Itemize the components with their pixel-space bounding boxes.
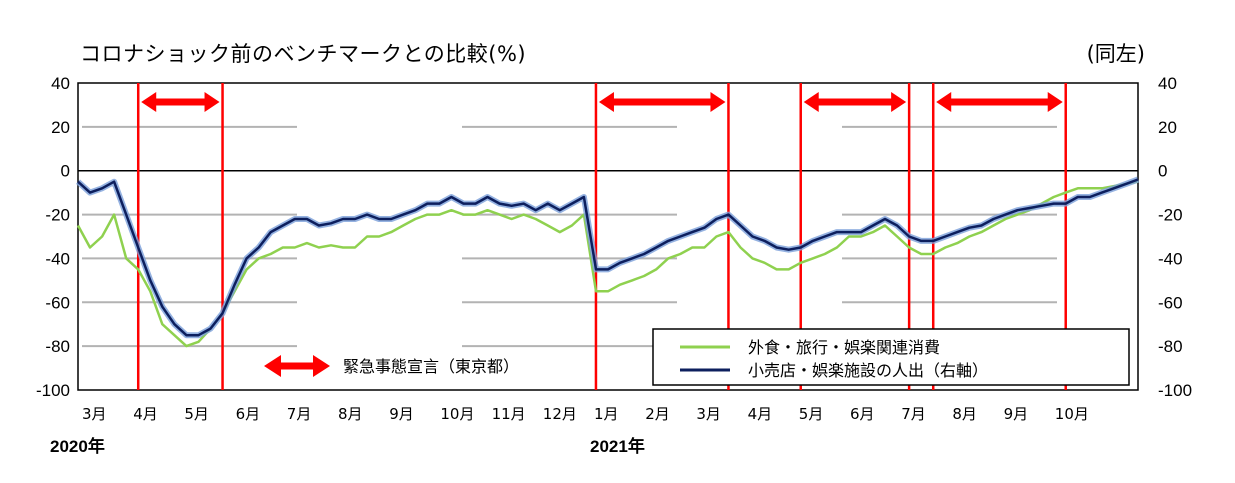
year-label: 2020年 — [50, 436, 105, 456]
emergency-arrow-head — [891, 92, 907, 112]
x-tick-label: 9月 — [389, 405, 414, 423]
emergency-arrow-head — [710, 92, 726, 112]
legend-emergency-label: 緊急事態宣言（東京都） — [343, 357, 519, 376]
plot-frame — [77, 82, 1139, 391]
x-tick-label: 9月 — [1004, 405, 1029, 423]
y-tick-label-left: -100 — [36, 381, 70, 400]
legend-label-retail: 小売店・娯楽施設の人出（右軸） — [748, 361, 988, 380]
x-tick-label: 10月 — [440, 405, 474, 423]
y-tick-label-left: -20 — [45, 206, 70, 225]
y-tick-label-left: 40 — [51, 74, 70, 93]
legend-label-food-travel: 外食・旅行・娯楽関連消費 — [748, 338, 940, 357]
x-tick-label: 7月 — [901, 405, 926, 423]
emergency-arrow-head — [803, 92, 819, 112]
emergency-arrow-head — [936, 92, 952, 112]
y-tick-label-right: 0 — [1158, 162, 1167, 181]
x-tick-label: 12月 — [543, 405, 577, 423]
emergency-arrow-head — [1047, 92, 1063, 112]
x-tick-label: 4月 — [748, 405, 773, 423]
year-label: 2021年 — [590, 436, 645, 456]
emergency-arrow-head — [141, 92, 157, 112]
x-tick-label: 5月 — [184, 405, 209, 423]
x-tick-label: 1月 — [594, 405, 619, 423]
y-tick-label-left: 0 — [61, 162, 70, 181]
x-tick-label: 4月 — [133, 405, 158, 423]
y-tick-label-left: -40 — [45, 249, 70, 268]
y-tick-label-right: -60 — [1158, 293, 1183, 312]
legend-emergency-arrow-head — [264, 355, 281, 377]
chart-title: コロナショック前のベンチマークとの比較(%) — [80, 42, 527, 66]
series-line-retail — [77, 178, 1139, 337]
x-tick-label: 8月 — [952, 405, 977, 423]
y-tick-label-right: -40 — [1158, 249, 1183, 268]
legend-box — [652, 328, 1130, 386]
x-tick-label: 3月 — [82, 405, 107, 423]
series-line-retail-smoothed — [75, 176, 1140, 339]
x-tick-label: 10月 — [1055, 405, 1089, 423]
y-tick-label-left: 20 — [51, 118, 70, 137]
x-tick-label: 2月 — [645, 405, 670, 423]
right-axis-unit-note: (同左) — [1086, 42, 1145, 66]
legend-emergency-arrow-head — [313, 355, 330, 377]
y-tick-label-right: -80 — [1158, 337, 1183, 356]
x-tick-label: 7月 — [287, 405, 312, 423]
x-tick-label: 8月 — [338, 405, 363, 423]
emergency-arrow-head — [598, 92, 614, 112]
y-tick-label-right: 40 — [1158, 74, 1177, 93]
x-tick-label: 6月 — [850, 405, 875, 423]
series-line-food-travel — [76, 180, 1139, 348]
y-tick-label-right: -20 — [1158, 206, 1183, 225]
x-tick-label: 6月 — [236, 405, 261, 423]
y-tick-label-right: 20 — [1158, 118, 1177, 137]
x-tick-label: 11月 — [492, 405, 526, 423]
x-tick-label: 3月 — [696, 405, 721, 423]
y-tick-label-right: -100 — [1158, 381, 1192, 400]
x-tick-label: 5月 — [799, 405, 824, 423]
y-tick-label-left: -60 — [45, 293, 70, 312]
y-tick-label-left: -80 — [45, 337, 70, 356]
emergency-arrow-head — [204, 92, 220, 112]
